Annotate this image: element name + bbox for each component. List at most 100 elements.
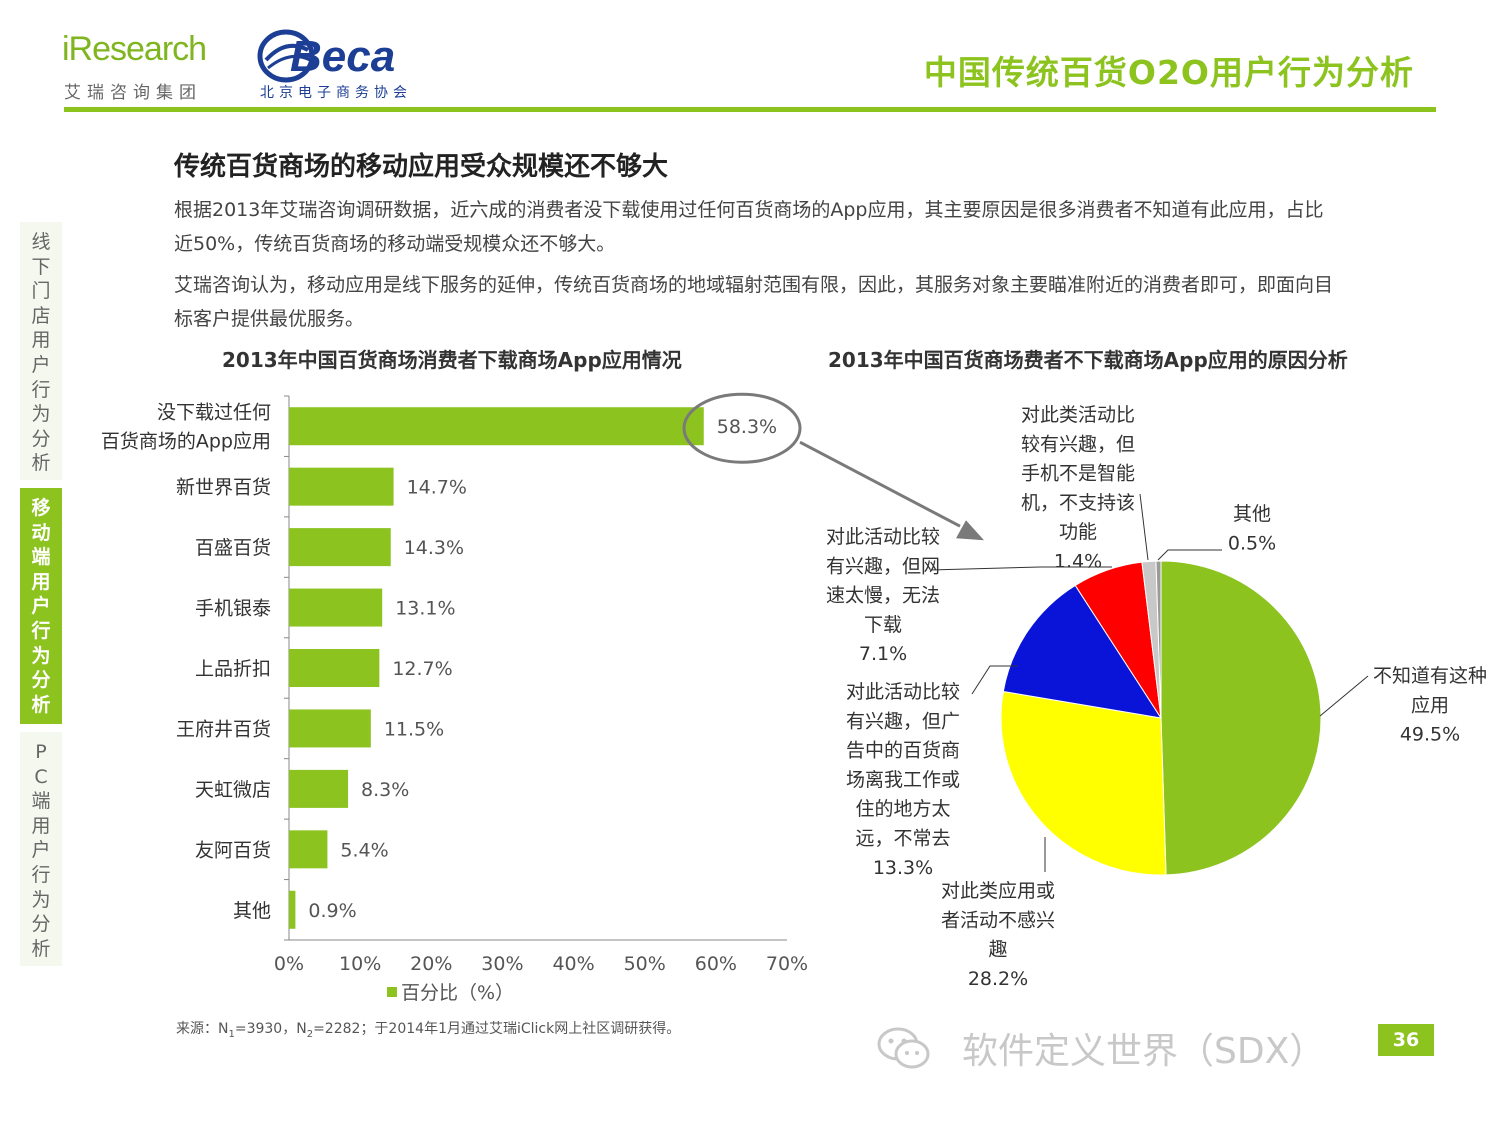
pie-label: 手机不是智能 [1021, 463, 1135, 485]
side-nav: 线下门店用户行为分析 移动端用户行为分析 PC端用户行为分析 [20, 222, 62, 966]
pie-slice [1155, 560, 1162, 719]
pie-label: 远，不常去 [855, 828, 950, 850]
beca-globe-icon [257, 29, 315, 83]
pie-label: 住的地方太 [855, 798, 950, 820]
pie-leader-line [1139, 493, 1149, 561]
bar-category-label: 其他 [233, 900, 271, 922]
bar-category-label: 新世界百货 [176, 477, 271, 499]
bar-x-tick-label: 20% [410, 953, 452, 975]
highlight-circle [682, 392, 802, 464]
pie-leader-line [971, 665, 1018, 695]
bar-x-tick-label: 10% [339, 953, 381, 975]
iresearch-logo: iResearch 艾瑞咨询集团 [62, 30, 232, 103]
pie-label: 有兴趣，但广 [846, 710, 960, 732]
bar [289, 407, 704, 446]
report-title: 中国传统百货O2O用户行为分析 [923, 53, 1414, 92]
pie-leader-line [1319, 675, 1369, 717]
side-nav-tab-label: PC端用户行为分析 [31, 741, 51, 960]
pie-label: 较有兴趣，但 [1021, 433, 1135, 455]
pie-label: 下载 [864, 614, 902, 636]
section-heading: 传统百货商场的移动应用受众规模还不够大 [174, 152, 669, 182]
pie-label: 功能 [1059, 521, 1097, 543]
bar [289, 528, 391, 567]
bar [289, 649, 380, 687]
bar-category-label: 百盛百货 [195, 537, 271, 559]
bar-value-label: 58.3% [717, 416, 777, 438]
bar-category-label: 手机银泰 [195, 598, 271, 620]
source-sub-2: 2 [306, 1028, 314, 1040]
bar-legend-swatch [387, 987, 397, 997]
beca-logo-subtitle: 北京电子商务协会 [260, 85, 412, 101]
pie-label: 告中的百货商 [846, 740, 960, 762]
pie-slice [1002, 584, 1163, 719]
pie-slice [1000, 690, 1167, 876]
bar-legend-label: 百分比（%） [401, 982, 514, 1004]
page-number: 36 [1378, 1024, 1434, 1056]
paragraph-1: 根据2013年艾瑞咨询调研数据，近六成的消费者没下载使用过任何百货商场的App应… [174, 199, 1324, 255]
source-note: 来源：N1=3930，N2=2282；于2014年1月通过艾瑞iClick网上社… [176, 1018, 680, 1040]
pie-label: 场离我工作或 [846, 769, 960, 791]
bar-x-tick-label: 0% [274, 953, 304, 975]
bar [289, 467, 394, 506]
beca-logo-text: Beca [290, 32, 396, 81]
bar-x-tick-label: 40% [552, 953, 594, 975]
pie-slice [1160, 560, 1322, 876]
pie-label: 机，不支持该 [1021, 492, 1135, 514]
pie-label: 对此活动比较 [826, 526, 940, 548]
pie-label: 13.3% [873, 857, 933, 879]
beca-logo: Beca 北京电子商务协会 [256, 26, 456, 104]
bar-value-label: 5.4% [340, 839, 388, 861]
paragraph-2: 艾瑞咨询认为，移动应用是线下服务的延伸，传统百货商场的地域辐射范围有限，因此，其… [174, 274, 1334, 330]
pie-chart-title: 2013年中国百货商场费者不下载商场App应用的原因分析 [828, 348, 1348, 372]
pie-label: 应用 [1411, 694, 1449, 716]
header-divider [64, 107, 1436, 112]
source-n1: =3930，N [234, 1021, 307, 1037]
pie-label: 7.1% [859, 643, 907, 665]
pie-label: 对此活动比较 [846, 681, 960, 703]
bar-value-label: 0.9% [308, 900, 356, 922]
side-nav-tab-label: 移动端用户行为分析 [31, 497, 51, 716]
bar [289, 769, 349, 808]
pie-label: 49.5% [1400, 724, 1460, 746]
bar-chart-title: 2013年中国百货商场消费者下载商场App应用情况 [222, 348, 682, 372]
watermark-text: 软件定义世界（SDX） [962, 1031, 1326, 1072]
bar-category-label: 上品折扣 [195, 658, 271, 680]
pie-label: 0.5% [1228, 532, 1276, 554]
bar-value-label: 12.7% [392, 658, 452, 680]
side-nav-tab-mobile[interactable]: 移动端用户行为分析 [20, 488, 62, 724]
pie-label: 对此类活动比 [1021, 404, 1135, 426]
pie-label: 不知道有这种 [1373, 665, 1487, 687]
bar-x-tick-label: 50% [624, 953, 666, 975]
iresearch-logo-text: iResearch [62, 30, 207, 68]
side-nav-tab-offline[interactable]: 线下门店用户行为分析 [20, 222, 62, 480]
pie-chart: 不知道有这种应用49.5%对此类应用或者活动不感兴趣28.2%对此活动比较有兴趣… [826, 404, 1487, 990]
pie-label: 28.2% [968, 968, 1028, 990]
bar-value-label: 14.3% [404, 537, 464, 559]
bar-category-label: 天虹微店 [195, 779, 271, 801]
bar-category-label: 百货商场的App应用 [101, 431, 271, 453]
iresearch-logo-subtitle: 艾瑞咨询集团 [64, 83, 202, 103]
source-n2: =2282；于2014年1月通过艾瑞iClick网上社区调研获得。 [313, 1021, 681, 1037]
bar [289, 588, 383, 627]
bar [289, 890, 296, 929]
pie-label: 速太慢，无法 [826, 585, 940, 607]
bar-value-label: 13.1% [395, 598, 455, 620]
pie-leader-line [929, 566, 1112, 571]
bar-x-tick-label: 60% [695, 953, 737, 975]
bar-category-label: 友阿百货 [195, 839, 271, 861]
pie-leader-line [1157, 549, 1222, 561]
highlight-arrow [799, 440, 961, 528]
bar-x-tick-label: 70% [766, 953, 808, 975]
side-nav-tab-pc[interactable]: PC端用户行为分析 [20, 732, 62, 966]
pie-label: 趣 [988, 939, 1007, 961]
source-sub-1: 1 [228, 1028, 235, 1040]
bar [289, 709, 371, 748]
source-prefix: 来源：N [176, 1021, 229, 1037]
bar-value-label: 8.3% [361, 779, 409, 801]
side-nav-tab-label: 线下门店用户行为分析 [31, 231, 51, 475]
bar-category-label: 王府井百货 [176, 718, 271, 740]
bar-category-label: 没下载过任何 [157, 402, 271, 424]
bar-x-tick-label: 30% [481, 953, 523, 975]
